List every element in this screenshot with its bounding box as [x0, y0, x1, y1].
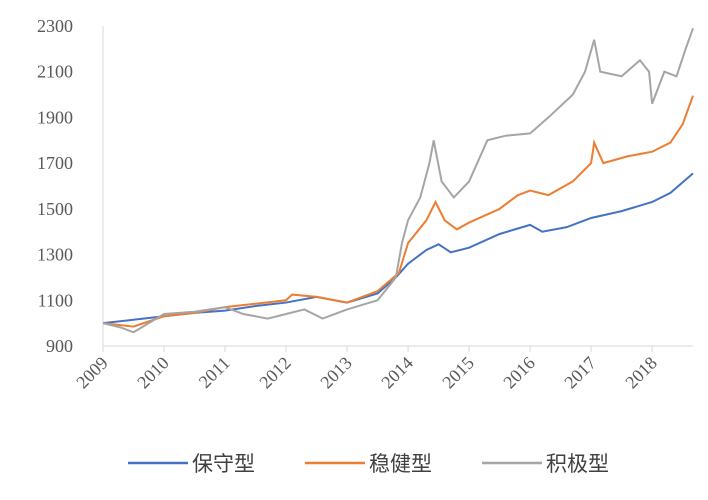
y-tick-label: 2300 [37, 16, 73, 36]
x-tick-label: 2010 [133, 353, 173, 393]
y-tick-label: 1500 [37, 199, 73, 219]
x-tick-label: 2014 [377, 353, 417, 393]
x-tick-label: 2015 [438, 353, 478, 393]
legend-label: 稳健型 [369, 452, 432, 476]
legend-label: 积极型 [546, 452, 609, 476]
series-line [102, 172, 694, 325]
x-tick-label: 2018 [621, 353, 661, 393]
x-tick-label: 2009 [72, 353, 112, 393]
series-line [102, 95, 694, 328]
x-tick-label: 2011 [195, 353, 234, 392]
y-tick-label: 2100 [37, 62, 73, 82]
y-tick-label: 1700 [37, 153, 73, 173]
series-line [102, 27, 694, 334]
y-tick-label: 900 [46, 336, 73, 356]
y-tick-label: 1900 [37, 107, 73, 127]
y-tick-label: 1300 [37, 245, 73, 265]
x-tick-label: 2013 [316, 353, 356, 393]
x-tick-label: 2012 [255, 353, 295, 393]
legend-label: 保守型 [192, 452, 255, 476]
x-tick-label: 2017 [560, 353, 600, 393]
x-tick-label: 2016 [499, 353, 539, 393]
y-tick-label: 1100 [38, 290, 73, 310]
